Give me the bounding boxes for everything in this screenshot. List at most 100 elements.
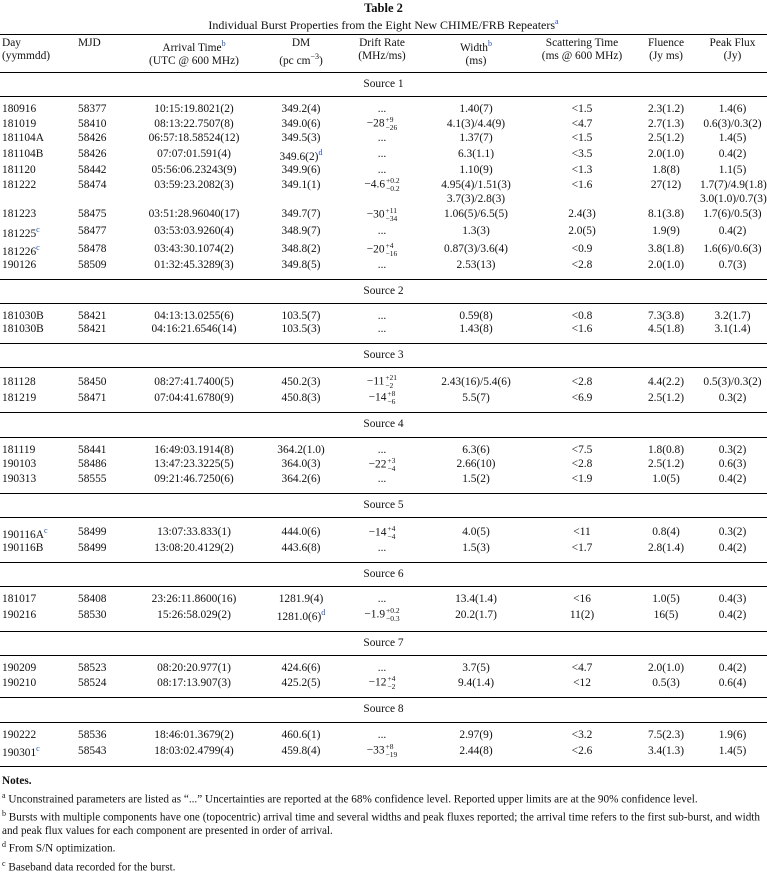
drift-value: ... [377, 164, 387, 177]
drift-value: ... [377, 728, 387, 741]
cell-width: 2.53(13) [456, 259, 496, 272]
cell-drift-rate: ... [342, 223, 422, 241]
cell-mjd: 58421 [78, 310, 107, 323]
drift-upper: +3 [387, 456, 396, 466]
sn-footnote-link[interactable]: d [321, 608, 326, 618]
cell-mjd: 58426 [78, 132, 107, 145]
col-header-peak-flux: Peak Flux (Jy) [709, 37, 756, 63]
cell-dm: 1281.9(4) [260, 593, 342, 606]
baseband-footnote-link[interactable]: c [36, 243, 40, 253]
day-value: 181226 [2, 245, 37, 258]
burst-table: Day (yymmdd) MJD Arrival Timeb (UTC @ 600 … [0, 34, 767, 766]
dm-value: 349.7(7) [281, 208, 321, 221]
cell-width: 9.4(1.4) [457, 676, 495, 689]
cell-fluence: 2.5(1.2) [647, 391, 685, 404]
table-row: 190301c 58543 18:03:02.4799(4) 459.8(4) −33 +… [0, 742, 767, 760]
cell-fluence: 2.3(1.2) [647, 103, 685, 116]
day-value: 181017 [2, 592, 37, 605]
drift-value: ... [377, 310, 387, 323]
dm-value: 349.9(6) [281, 164, 321, 177]
cell-scattering-time: <11 [573, 526, 591, 539]
cell-peak-flux: 3.0(1.0)/0.7(3) [700, 193, 767, 206]
drift-value: −33 [366, 744, 385, 757]
cell-dm: 349.2(4) [260, 103, 342, 116]
cell-peak-flux: 1.4(5) [718, 744, 747, 757]
cell-mjd [76, 193, 128, 206]
dm-value: 348.9(7) [281, 225, 321, 238]
dm-value: 349.6(2) [279, 150, 319, 163]
cell-day: 181225c [0, 223, 76, 241]
drift-lower: −16 [385, 249, 398, 259]
table-row: 181225c 58477 03:53:03.9260(4) 348.9(7)... 1… [0, 223, 767, 241]
width-footnote-link[interactable]: b [488, 39, 492, 48]
dm-value: 459.8(4) [281, 744, 321, 757]
cell-peak-flux: 0.3(2) [718, 443, 747, 456]
cell-drift-rate: −22 +3 −4 [342, 457, 422, 473]
cell-peak-flux: 0.6(4) [718, 676, 747, 689]
baseband-footnote-link[interactable]: c [36, 744, 40, 754]
drift-lower: −34 [385, 213, 398, 223]
drift-value: ... [377, 592, 387, 605]
col-header-width: Widthb (ms) [459, 39, 492, 68]
drift-lower: −0.3 [386, 614, 400, 624]
cell-scattering-time: <1.3 [571, 164, 593, 177]
drift-uncertainty: +0.2 −0.2 [386, 177, 400, 193]
cell-peak-flux: 1.9(6) [718, 728, 747, 741]
drift-value: ... [377, 132, 387, 145]
cell-mjd: 58377 [78, 103, 107, 116]
cell-scattering-time: 11(2) [569, 608, 595, 621]
cell-scattering-time: <3.5 [571, 148, 593, 161]
drift-value: ... [377, 443, 387, 456]
cell-arrival-time: 13:08:20.4129(2) [154, 542, 234, 555]
cell-mjd: 58499 [78, 542, 107, 555]
col-header-scattering: Scattering Time (ms @ 600 MHz) [541, 37, 623, 63]
day-value: 181019 [2, 117, 37, 130]
table-row: 181219 58471 07:04:41.6780(9) 450.8(3) −14 +8… [0, 390, 767, 406]
drift-value: −22 [368, 458, 387, 471]
arrival-footnote-link[interactable]: b [221, 39, 226, 48]
cell-day: 190216 [0, 606, 76, 624]
note-mark: a [2, 790, 6, 800]
table-body: Source 1 180916 58377 10:15:19.8021(2) 349.2… [0, 71, 767, 766]
cell-dm: 349.5(3) [260, 132, 342, 145]
cell-dm: 349.9(6) [260, 164, 342, 177]
source-label: Source 5 [0, 492, 767, 518]
cell-fluence: 2.0(1.0) [647, 259, 685, 272]
cell-day: 181030B [0, 323, 76, 336]
baseband-footnote-link[interactable]: c [36, 224, 40, 234]
cell-peak-flux: 0.5(3)/0.3(2) [703, 375, 762, 388]
cell-fluence: 7.5(2.3) [647, 728, 685, 741]
cell-width: 13.4(1.4) [455, 592, 497, 605]
cell-dm: 443.6(8) [260, 542, 342, 555]
cell-arrival-time: 03:59:23.2082(3) [154, 178, 234, 191]
table-title: Table 2 [364, 1, 403, 15]
cell-fluence [634, 193, 698, 206]
drift-value: −20 [366, 243, 385, 256]
cell-mjd: 58530 [78, 608, 107, 621]
cell-dm: 349.6(2)d [260, 146, 342, 164]
cell-peak-flux: 0.4(2) [718, 473, 747, 486]
cell-fluence: 7.3(3.8) [647, 310, 685, 323]
cell-fluence: 1.9(9) [652, 225, 680, 238]
cell-fluence: 4.5(1.8) [647, 323, 685, 336]
cell-scattering-time: <7.5 [571, 443, 593, 456]
cell-width: 1.06(5)/6.5(5) [444, 208, 508, 221]
dm-value: 103.5(3) [281, 323, 321, 336]
table-row: 190216 58530 15:26:58.029(2) 1281.0(6)d −1.9… [0, 606, 767, 624]
dm-value: 364.2(1.0) [277, 443, 325, 456]
subtitle-footnote-link[interactable]: a [555, 17, 559, 26]
cell-day: 190222 [0, 729, 76, 742]
cell-width: 3.7(5) [462, 661, 490, 674]
cell-peak-flux: 0.7(3) [718, 259, 747, 272]
day-value: 181128 [2, 375, 36, 388]
cell-dm: 364.2(6) [260, 473, 342, 486]
cell-peak-flux: 0.4(2) [718, 542, 747, 555]
sn-footnote-link[interactable]: d [318, 147, 323, 157]
cell-drift-rate: −11 +21 −2 [342, 374, 422, 390]
baseband-footnote-link[interactable]: c [43, 525, 48, 535]
cell-peak-flux: 0.4(3) [718, 592, 747, 605]
cell-day: 180916 [0, 103, 76, 116]
cell-peak-flux: 3.1(1.4) [714, 323, 751, 336]
cell-scattering-time: <1.5 [571, 132, 593, 145]
note-mark: d [2, 840, 6, 850]
